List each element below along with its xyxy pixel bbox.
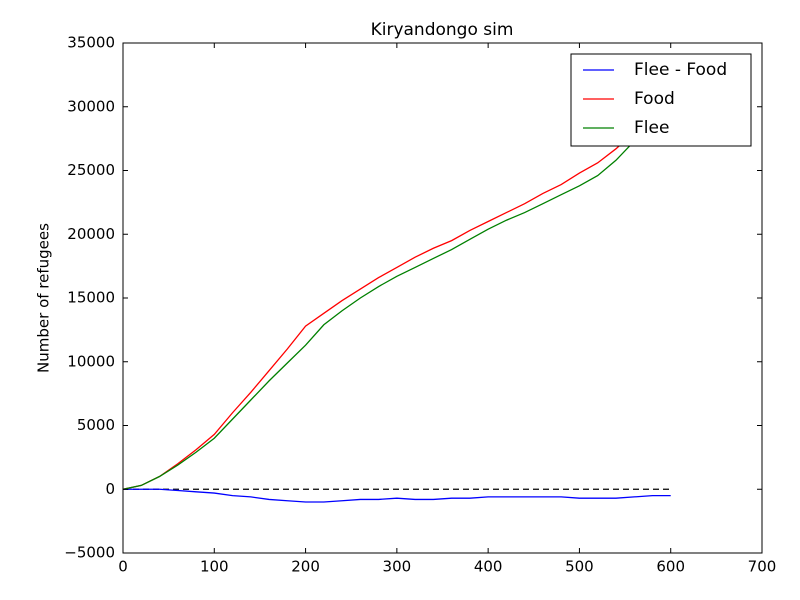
y-tick-label: 35000: [67, 34, 115, 52]
y-axis-label: Number of refugees: [35, 223, 53, 373]
x-tick-label: 100: [200, 558, 229, 576]
y-tick-label: 15000: [67, 289, 115, 307]
x-tick-label: 0: [118, 558, 128, 576]
legend-label: Flee - Food: [634, 60, 727, 80]
x-tick-label: 600: [656, 558, 685, 576]
x-tick-label: 400: [474, 558, 503, 576]
y-tick-label: 25000: [67, 161, 115, 179]
legend-label: Food: [634, 89, 675, 109]
data-line: [123, 99, 672, 490]
legend-label: Flee: [634, 118, 669, 138]
x-tick-label: 300: [383, 558, 412, 576]
legend-box: [570, 53, 752, 147]
y-tick-label: −5000: [64, 544, 115, 562]
y-tick-label: 0: [105, 480, 115, 498]
y-tick-label: 30000: [67, 97, 115, 115]
y-tick-label: 20000: [67, 225, 115, 243]
chart-title: Kiryandongo sim: [371, 20, 514, 40]
data-line: [123, 488, 671, 503]
x-tick-label: 500: [565, 558, 594, 576]
y-tick-label: 10000: [67, 352, 115, 370]
x-tick-label: 700: [748, 558, 777, 576]
x-tick-label: 200: [291, 558, 320, 576]
data-line: [123, 103, 672, 490]
y-tick-label: 5000: [77, 416, 115, 434]
